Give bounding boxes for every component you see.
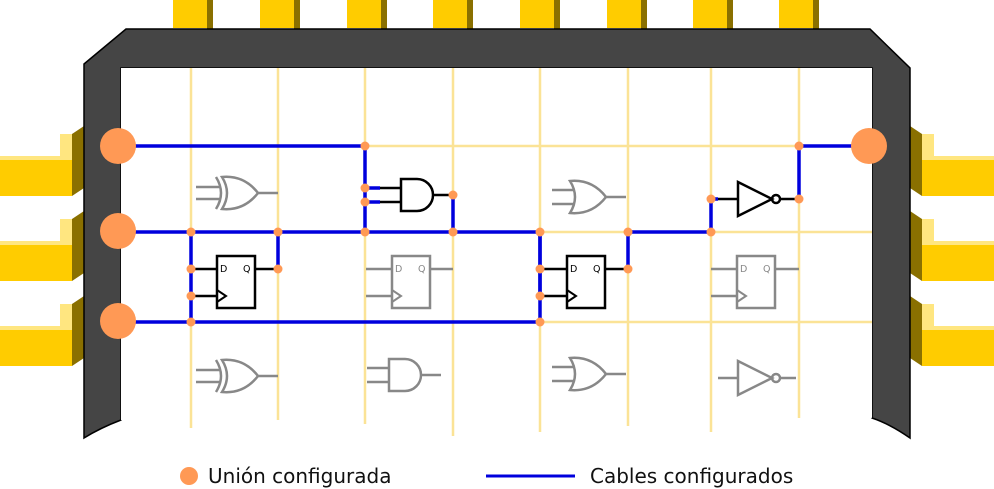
flipflop-q-label: Q bbox=[418, 264, 425, 275]
flipflop-q-label: Q bbox=[593, 264, 600, 275]
legend-item-wire: Cables configurados bbox=[486, 464, 793, 488]
top-pins bbox=[173, 0, 819, 30]
top-pin bbox=[433, 0, 473, 30]
left-pin bbox=[0, 126, 84, 196]
top-pin bbox=[347, 0, 387, 30]
legend-wire-label: Cables configurados bbox=[590, 464, 793, 488]
legend: Unión configurada Cables configurados bbox=[180, 464, 793, 488]
chip-die bbox=[121, 68, 872, 434]
right-pin bbox=[910, 211, 994, 281]
junctions bbox=[100, 128, 887, 339]
legend-item-junction: Unión configurada bbox=[180, 464, 391, 488]
flipflop-q-label: Q bbox=[243, 264, 250, 275]
left-pin bbox=[0, 296, 84, 366]
right-pin bbox=[910, 126, 994, 196]
junction-swatch-icon bbox=[180, 467, 198, 485]
flipflop-d-label: D bbox=[570, 264, 577, 275]
top-pin bbox=[607, 0, 647, 30]
flipflop-d-label: D bbox=[740, 264, 747, 275]
left-pin bbox=[0, 211, 84, 281]
left-pins bbox=[0, 126, 84, 366]
flipflop-d-label: D bbox=[220, 264, 227, 275]
top-pin bbox=[260, 0, 300, 30]
right-pins bbox=[910, 126, 994, 366]
right-pin bbox=[910, 296, 994, 366]
top-pin bbox=[693, 0, 733, 30]
flipflop-block: D Q bbox=[711, 254, 799, 310]
legend-junction-label: Unión configurada bbox=[208, 464, 391, 488]
flipflop-q-label: Q bbox=[763, 264, 770, 275]
flipflop-d-label: D bbox=[395, 264, 402, 275]
top-pin bbox=[520, 0, 560, 30]
top-pin bbox=[173, 0, 213, 30]
flipflop-block: D Q bbox=[366, 254, 453, 310]
top-pin bbox=[779, 0, 819, 30]
flipflop-block: D Q bbox=[540, 254, 628, 310]
